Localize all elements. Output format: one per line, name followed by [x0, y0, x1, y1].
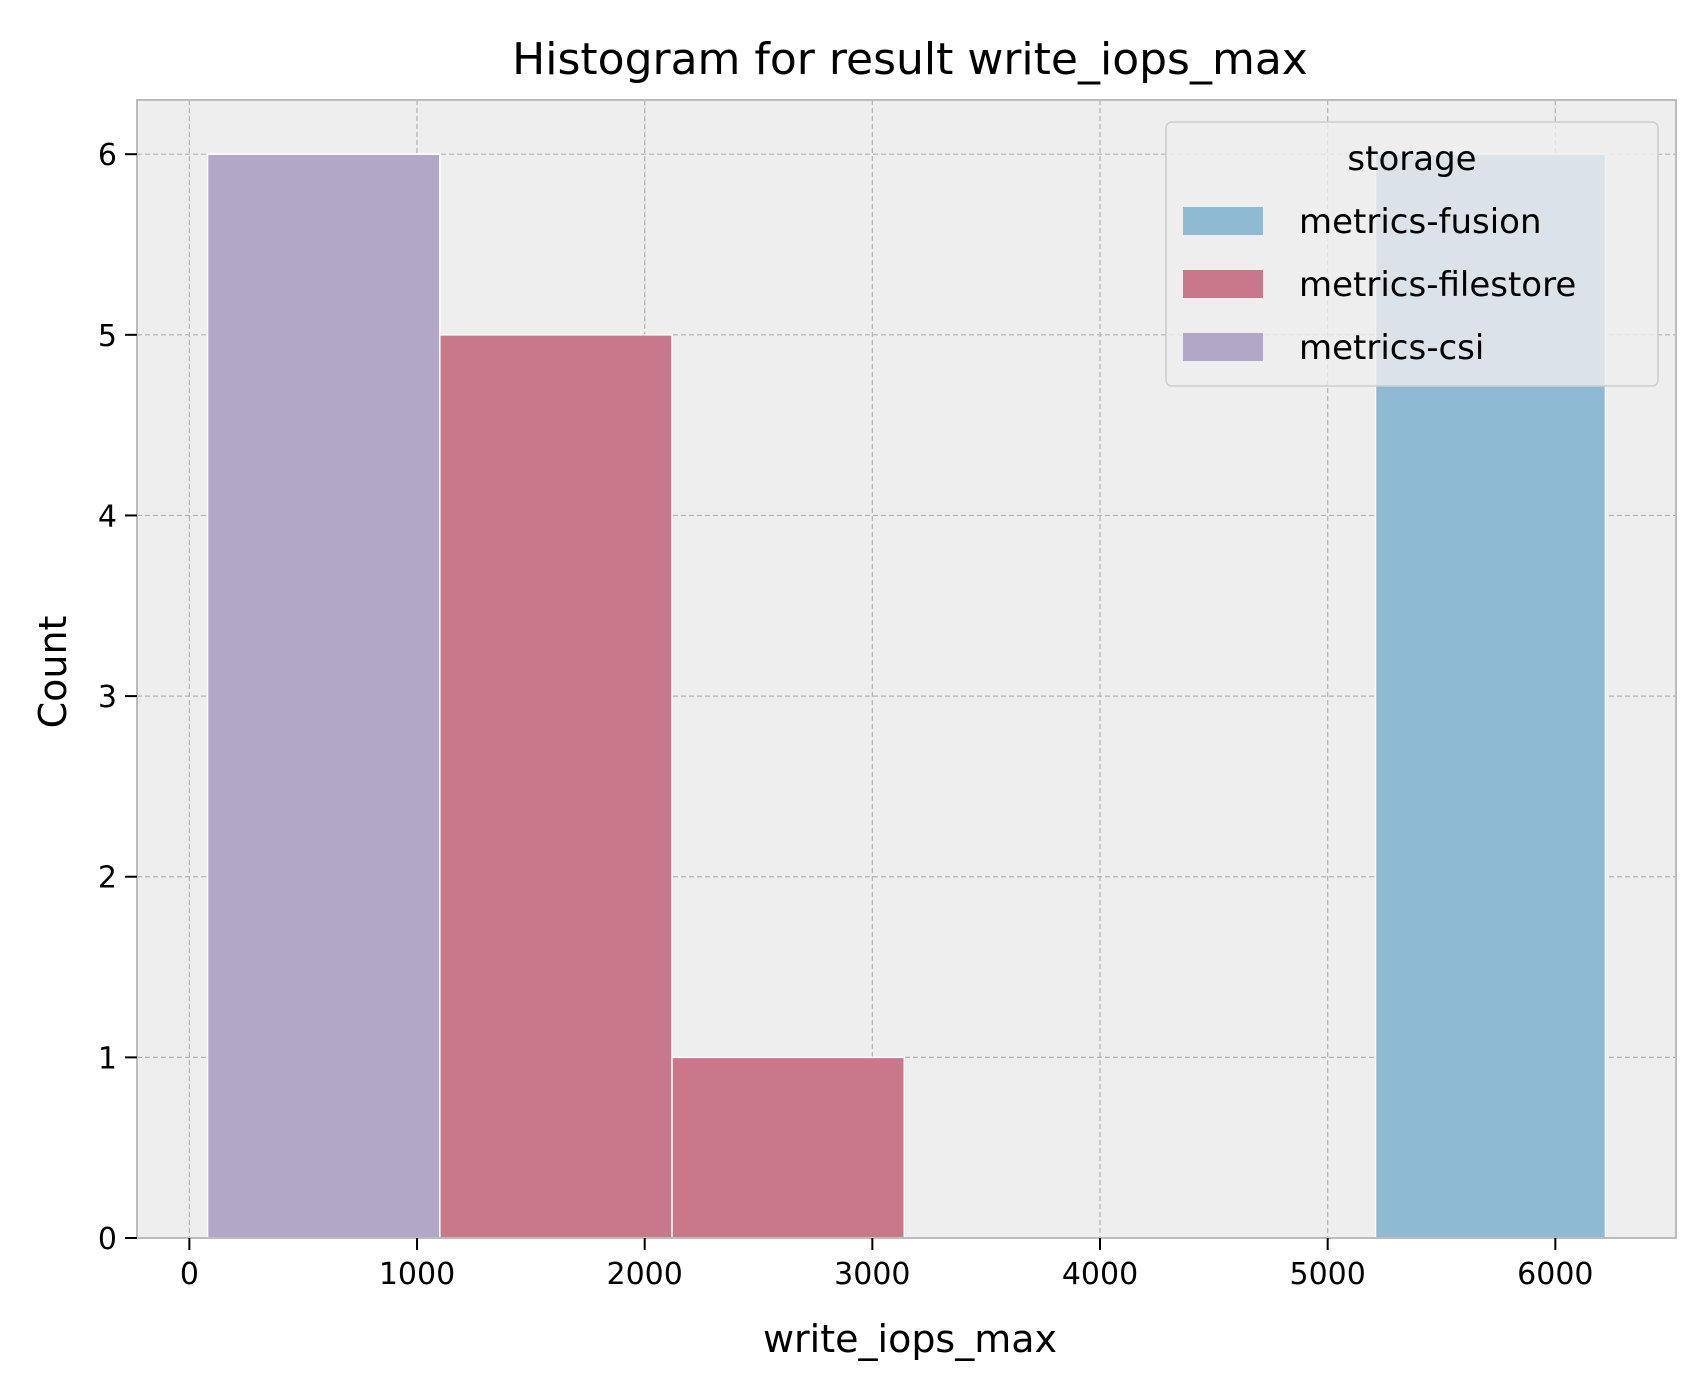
x-axis-label: write_iops_max	[763, 1317, 1057, 1361]
y-tick-label: 0	[98, 1222, 117, 1257]
x-tick-label: 0	[180, 1257, 199, 1292]
histogram-bar-metrics-filestore	[439, 334, 673, 1239]
x-tick-label: 5000	[1289, 1257, 1365, 1292]
y-tick-label: 2	[98, 861, 117, 896]
x-tick-label: 3000	[834, 1257, 910, 1292]
legend-label-metrics-csi: metrics-csi	[1299, 328, 1484, 368]
legend: storage metrics-fusionmetrics-filestorem…	[1165, 121, 1659, 387]
bars	[206, 153, 1607, 1239]
histogram-bar-metrics-filestore	[671, 1056, 905, 1239]
y-tick-label: 4	[98, 499, 117, 534]
legend-title: storage	[1347, 139, 1476, 179]
legend-items: metrics-fusion metrics-filestore metrics-c…	[1183, 202, 1576, 368]
legend-swatch-metrics-csi	[1183, 333, 1263, 361]
x-tick-label: 6000	[1517, 1257, 1593, 1292]
y-tick-label: 1	[98, 1041, 117, 1076]
y-axis-ticks: 0 1 2 3 4 5 6	[98, 138, 137, 1257]
y-tick-label: 6	[98, 138, 117, 173]
histogram-bar-metrics-csi	[206, 153, 441, 1239]
legend-label-metrics-fusion: metrics-fusion	[1299, 202, 1542, 242]
legend-box	[1165, 121, 1659, 387]
x-axis-ticks: 0 1000 2000 3000 4000 5000 6000	[180, 1238, 1594, 1292]
y-axis-label: Count	[31, 616, 75, 729]
legend-label-metrics-filestore: metrics-filestore	[1299, 265, 1576, 305]
legend-swatch-metrics-fusion	[1183, 207, 1263, 235]
legend-swatch-metrics-filestore	[1183, 270, 1263, 298]
plot-frame	[136, 99, 1677, 1239]
chart-title: Histogram for result write_iops_max	[512, 34, 1308, 85]
x-tick-label: 2000	[607, 1257, 683, 1292]
x-tick-label: 1000	[379, 1257, 455, 1292]
y-tick-label: 5	[98, 319, 117, 354]
y-tick-label: 3	[98, 680, 117, 715]
x-tick-label: 4000	[1062, 1257, 1138, 1292]
